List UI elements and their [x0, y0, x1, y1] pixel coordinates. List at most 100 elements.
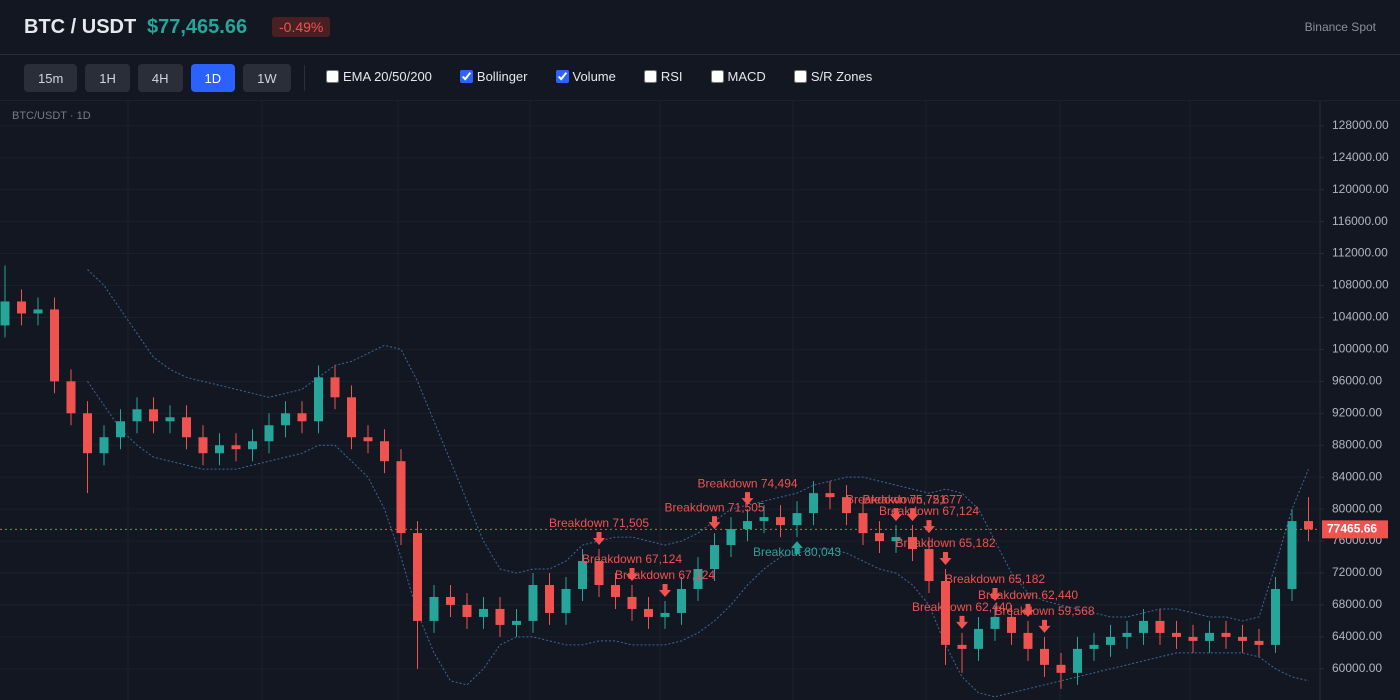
candle-body	[182, 417, 191, 438]
v-grid	[127, 101, 1191, 700]
annotation-label: Breakdown 75,751	[846, 492, 946, 506]
change-badge: -0.49%	[272, 17, 331, 37]
candle-body	[99, 437, 109, 454]
candle-body	[1254, 640, 1264, 645]
candle-body	[281, 413, 290, 426]
candle-body	[380, 441, 389, 462]
indicator-label: MACD	[727, 69, 766, 84]
y-tick-label: 112000.00	[1332, 246, 1388, 260]
checkbox[interactable]	[643, 70, 657, 83]
y-tick-label: 72000.00	[1332, 565, 1382, 579]
annotation-label: Breakdown 71,505	[549, 516, 649, 530]
candle-body	[1287, 521, 1297, 589]
candle-body	[693, 569, 703, 589]
y-tick-label: 108000.00	[1332, 278, 1389, 292]
indicator-toggle[interactable]: S/R Zones	[793, 69, 873, 84]
candle-body	[1205, 632, 1214, 641]
candle-body	[1122, 632, 1132, 637]
candle-body	[1007, 616, 1016, 633]
timeframe-button[interactable]: 4H	[137, 64, 183, 92]
indicator-label: Bollinger	[476, 69, 528, 84]
candle-body	[924, 549, 934, 581]
candle-body	[66, 381, 76, 414]
candle-body	[578, 561, 587, 589]
indicator-toggle[interactable]: Volume	[555, 69, 616, 84]
toolbar: 15m 1H 4H 1D 1W EMA 20/50/200 Bollinger Volume…	[0, 55, 1400, 101]
candle-body	[1089, 644, 1099, 649]
y-tick-label: 60000.00	[1332, 661, 1382, 675]
candle-body	[1073, 648, 1082, 673]
candle-body	[792, 513, 802, 526]
timeframe-button[interactable]: 1H	[85, 64, 130, 92]
indicator-toggle[interactable]: Bollinger	[459, 69, 528, 84]
candle-body	[1271, 588, 1280, 645]
candle-body	[825, 493, 835, 498]
candle-body	[743, 521, 752, 530]
candle-body	[479, 608, 488, 617]
candle-body	[908, 537, 917, 550]
candle-body	[1188, 636, 1198, 641]
breakdown-arrow	[906, 508, 919, 522]
candle-body	[1056, 664, 1066, 673]
breakdown-arrow	[923, 520, 935, 534]
candle-body	[726, 529, 736, 546]
indicator-toggle[interactable]: MACD	[710, 69, 766, 84]
candle-body	[363, 437, 373, 442]
indicator-toggle[interactable]: RSI	[643, 69, 683, 84]
checkbox[interactable]	[555, 70, 569, 83]
candle-body	[594, 561, 604, 585]
annotation-label: Breakdown 62,440	[978, 588, 1078, 602]
candle-body	[50, 309, 59, 382]
candle-body	[429, 596, 439, 621]
checkbox[interactable]	[710, 70, 724, 83]
candle-body	[842, 497, 851, 514]
candle-body	[149, 409, 158, 422]
candle-body	[1172, 632, 1181, 637]
candle-body	[83, 413, 92, 454]
checkbox[interactable]	[459, 70, 473, 83]
candle-body	[974, 628, 983, 649]
annotation-label: Breakdown 65,182	[896, 536, 996, 550]
candle-body	[0, 301, 10, 326]
candle-body	[545, 584, 554, 613]
timeframe-button[interactable]: 1W	[243, 64, 291, 92]
indicator-label: EMA 20/50/200	[343, 69, 432, 84]
candle-body	[215, 445, 224, 454]
candle-body	[33, 309, 43, 314]
candle-body	[1155, 620, 1165, 633]
y-tick-label: 96000.00	[1332, 374, 1382, 388]
candle-body	[710, 545, 719, 570]
last-price-box	[1322, 520, 1388, 539]
candle-body	[858, 513, 868, 534]
indicator-toggle[interactable]: EMA 20/50/200	[326, 69, 432, 84]
candle-body	[644, 608, 653, 617]
symbol: BTC / USDT	[24, 16, 137, 38]
timeframe-button[interactable]: 1D	[190, 64, 236, 92]
breakdown-arrow	[890, 508, 902, 522]
candle-body	[875, 533, 884, 542]
checkbox[interactable]	[326, 70, 339, 83]
y-tick-label: 104000.00	[1332, 310, 1389, 324]
candle-body	[627, 596, 637, 609]
candle-body	[462, 604, 472, 617]
candle-body	[1139, 620, 1148, 633]
candle-body	[660, 612, 670, 617]
annotation-label: Breakdown 67,124	[879, 504, 979, 518]
annotation-label: Breakdown 67,124	[615, 568, 715, 582]
checkbox[interactable]	[793, 70, 807, 83]
candle-body	[17, 301, 26, 314]
candle-body	[165, 417, 175, 422]
y-tick-label: 84000.00	[1332, 469, 1382, 483]
breakdown-arrow	[1038, 619, 1051, 633]
y-tick-label: 64000.00	[1332, 629, 1382, 643]
timeframe-button[interactable]: 15m	[24, 64, 78, 92]
candle-body	[413, 533, 422, 621]
y-tick-label: 100000.00	[1332, 342, 1389, 356]
header: BTC / USDT $77,465.66 -0.49% Binance Spo…	[0, 0, 1400, 55]
y-tick-label: 88000.00	[1332, 437, 1382, 451]
candle-body	[347, 397, 356, 438]
candle-body	[891, 537, 901, 542]
indicator-label: S/R Zones	[810, 69, 873, 84]
candle-body	[314, 377, 323, 422]
candle-body	[759, 517, 769, 522]
